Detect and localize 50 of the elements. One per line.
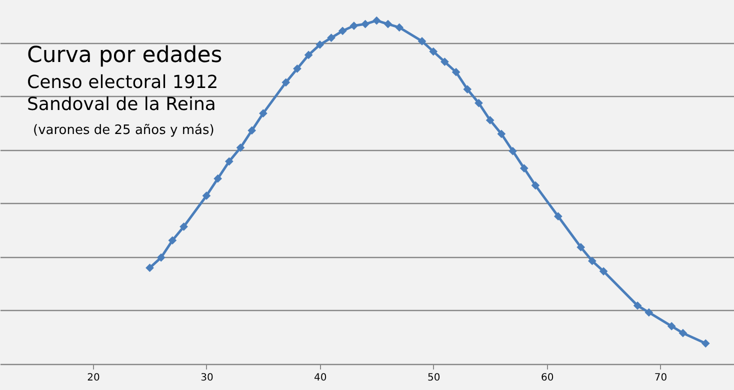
point bbox=[531, 181, 540, 190]
point bbox=[576, 243, 586, 252]
point bbox=[486, 116, 494, 124]
x-tick-label: 50 bbox=[428, 372, 440, 384]
point bbox=[644, 308, 654, 317]
point bbox=[282, 78, 290, 87]
point bbox=[554, 212, 562, 221]
point bbox=[259, 109, 268, 118]
point bbox=[701, 339, 710, 348]
point bbox=[429, 47, 438, 56]
point bbox=[508, 146, 517, 156]
point bbox=[395, 23, 404, 32]
point bbox=[248, 126, 256, 135]
point bbox=[678, 328, 688, 338]
point bbox=[372, 16, 381, 25]
annotation: (varones de 25 años y más) bbox=[33, 123, 214, 138]
point bbox=[667, 322, 676, 330]
point bbox=[633, 301, 642, 310]
point bbox=[338, 26, 347, 36]
x-tick-label: 30 bbox=[200, 372, 214, 384]
point bbox=[452, 68, 460, 76]
point bbox=[361, 20, 370, 28]
point bbox=[497, 130, 506, 138]
point bbox=[316, 40, 324, 49]
point bbox=[440, 58, 449, 66]
point bbox=[224, 157, 234, 166]
x-tick-label: 60 bbox=[540, 372, 554, 384]
point bbox=[202, 192, 211, 200]
text: Curva por edades bbox=[27, 43, 222, 68]
point bbox=[350, 22, 358, 30]
point bbox=[463, 85, 472, 94]
point bbox=[304, 50, 313, 60]
point bbox=[599, 267, 608, 276]
point bbox=[180, 222, 188, 231]
x-tick-label: 70 bbox=[654, 372, 668, 384]
point bbox=[214, 174, 222, 183]
point bbox=[418, 37, 426, 46]
point bbox=[168, 236, 177, 245]
x-tick-label: 40 bbox=[314, 372, 327, 384]
x-tick-label: 20 bbox=[87, 372, 100, 384]
point bbox=[146, 264, 154, 272]
text: Censo electoral 1912 Sandoval de la Reina bbox=[27, 72, 218, 115]
point bbox=[293, 64, 302, 73]
point bbox=[474, 98, 483, 108]
point bbox=[520, 164, 528, 172]
point bbox=[156, 253, 166, 262]
point bbox=[588, 256, 596, 266]
point bbox=[327, 34, 336, 42]
point bbox=[384, 20, 392, 28]
point bbox=[236, 143, 245, 152]
